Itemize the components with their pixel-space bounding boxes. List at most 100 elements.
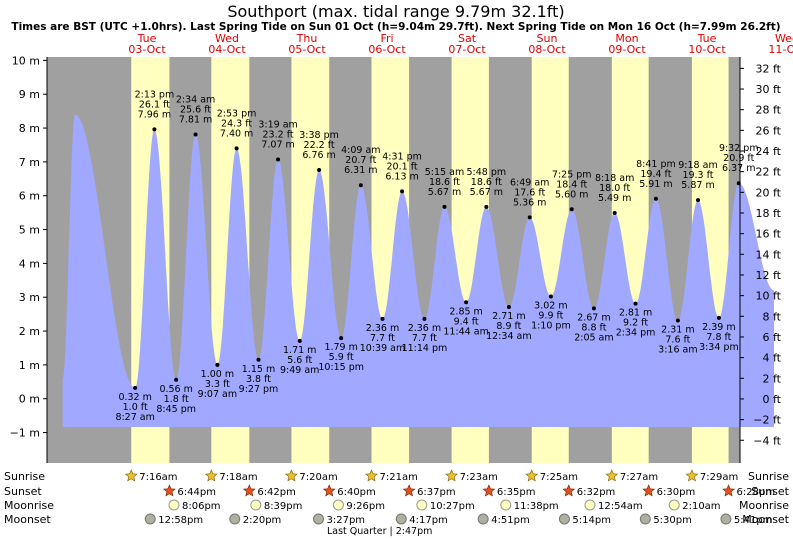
high-tide-marker bbox=[653, 196, 658, 201]
day-name: Tue bbox=[697, 32, 717, 45]
high-tide-marker bbox=[193, 132, 198, 137]
right-tick-label: 10 ft bbox=[756, 290, 782, 303]
moon-phase-label: Last Quarter | 2:47pm bbox=[327, 526, 432, 537]
high-tide-time: 5:15 am bbox=[425, 167, 464, 178]
right-tick-label: 28 ft bbox=[756, 104, 782, 117]
sunset-time: 6:28pm bbox=[737, 487, 776, 498]
moonrise-icon bbox=[168, 499, 180, 511]
sunset-time: 6:44pm bbox=[177, 487, 216, 498]
moonset-time: 12:58pm bbox=[158, 515, 203, 526]
moonset-row-label: Moonset bbox=[4, 513, 51, 526]
low-tide-marker bbox=[380, 316, 385, 321]
high-tide-time: 9:32 pm bbox=[719, 143, 759, 154]
low-tide-marker bbox=[548, 294, 553, 299]
high-tide-marker bbox=[152, 127, 157, 132]
sunrise-icon bbox=[445, 469, 459, 482]
right-tick-label: 12 ft bbox=[756, 269, 782, 282]
low-tide-ft: 7.6 ft bbox=[665, 335, 690, 346]
sunset-time: 6:35pm bbox=[497, 487, 536, 498]
low-tide-ft: 7.8 ft bbox=[706, 332, 731, 343]
low-tide-time: 11:14 pm bbox=[402, 343, 448, 354]
sunrise-icon bbox=[525, 469, 539, 482]
day-date: 05-Oct bbox=[288, 43, 326, 56]
high-tide-m: 7.96 m bbox=[138, 109, 171, 120]
left-tick-label: 1 m bbox=[19, 359, 40, 372]
sunset-time: 6:37pm bbox=[417, 487, 456, 498]
high-tide-m: 6.13 m bbox=[385, 171, 418, 182]
high-tide-m: 7.07 m bbox=[261, 140, 294, 151]
day-name: Sat bbox=[458, 32, 477, 45]
day-name: Thu bbox=[296, 32, 318, 45]
left-tick-label: 9 m bbox=[19, 88, 40, 101]
high-tide-marker bbox=[317, 168, 322, 173]
moonrise-time: 8:39pm bbox=[264, 501, 303, 512]
moonset-icon bbox=[477, 513, 489, 525]
low-tide-ft: 3.3 ft bbox=[205, 379, 230, 390]
low-tide-marker bbox=[675, 318, 680, 323]
high-tide-marker bbox=[484, 204, 489, 209]
high-tide-time: 3:38 pm bbox=[299, 130, 339, 141]
sunrise-time: 7:27am bbox=[620, 472, 658, 483]
low-tide-marker bbox=[215, 362, 220, 367]
moonset-time: 4:51pm bbox=[491, 515, 530, 526]
low-tide-time: 3:16 am bbox=[658, 345, 697, 356]
sunrise-row-label: Sunrise bbox=[4, 470, 45, 483]
low-tide-marker bbox=[591, 306, 596, 311]
moonrise-time: 8:06pm bbox=[182, 501, 221, 512]
high-tide-m: 5.91 m bbox=[639, 179, 672, 190]
low-tide-ft: 7.7 ft bbox=[412, 333, 437, 344]
high-tide-marker bbox=[442, 204, 447, 209]
low-tide-m: 2.85 m bbox=[449, 306, 482, 317]
low-tide-marker bbox=[716, 315, 721, 320]
moonset-icon bbox=[312, 513, 324, 525]
right-tick-label: 22 ft bbox=[756, 166, 782, 179]
high-tide-ft: 17.6 ft bbox=[514, 187, 545, 198]
high-tide-time: 4:31 pm bbox=[382, 151, 422, 162]
low-tide-time: 3:34 pm bbox=[699, 342, 739, 353]
right-tick-label: 4 ft bbox=[763, 352, 782, 365]
high-tide-m: 5.60 m bbox=[555, 189, 588, 200]
day-name: Wed bbox=[215, 32, 239, 45]
sunset-row-label: Sunset bbox=[4, 485, 42, 498]
moonset-icon bbox=[720, 513, 732, 525]
left-tick-label: −1 m bbox=[10, 427, 40, 440]
moonrise-icon bbox=[416, 499, 428, 511]
low-tide-ft: 8.8 ft bbox=[581, 322, 606, 333]
high-tide-ft: 19.4 ft bbox=[640, 169, 671, 180]
moonset-icon bbox=[229, 513, 241, 525]
left-tick-label: 4 m bbox=[19, 257, 40, 270]
low-tide-time: 12:34 am bbox=[486, 331, 531, 342]
right-tick-label: 26 ft bbox=[756, 124, 782, 137]
sunset-icon bbox=[642, 484, 656, 497]
right-tick-label: 14 ft bbox=[756, 248, 782, 261]
high-tide-time: 8:18 am bbox=[595, 173, 634, 184]
low-tide-ft: 7.7 ft bbox=[370, 333, 395, 344]
high-tide-marker bbox=[695, 198, 700, 203]
right-tick-label: −4 ft bbox=[753, 434, 781, 447]
sunrise-icon bbox=[204, 469, 218, 482]
moonrise-time: 11:38pm bbox=[514, 501, 559, 512]
low-tide-marker bbox=[339, 336, 344, 341]
moonset-icon bbox=[144, 513, 156, 525]
low-tide-marker bbox=[464, 300, 469, 305]
day-date: 10-Oct bbox=[688, 43, 726, 56]
high-tide-time: 9:18 am bbox=[678, 160, 717, 171]
left-axis: 10 m 9 m 8 m 7 m 6 m 5 m 4 m 3 m 2 m 1 m 0 m −1 m bbox=[10, 54, 48, 463]
high-tide-time: 2:34 am bbox=[176, 94, 215, 105]
high-tide-time: 3:19 am bbox=[258, 120, 297, 131]
low-tide-ft: 8.9 ft bbox=[496, 321, 521, 332]
day-headers: Tue03-OctWed04-OctThu05-OctFri06-OctSat0… bbox=[128, 32, 793, 56]
moonset-time: 3:27pm bbox=[326, 515, 365, 526]
high-tide-marker bbox=[527, 215, 532, 220]
right-tick-label: 2 ft bbox=[763, 372, 782, 385]
moonset-time: 4:17pm bbox=[409, 515, 448, 526]
moonset-icon bbox=[395, 513, 407, 525]
low-tide-ft: 5.9 ft bbox=[329, 352, 354, 363]
sunrise-time: 7:23am bbox=[460, 472, 498, 483]
sunset-time: 6:40pm bbox=[337, 487, 376, 498]
high-tide-time: 7:25 pm bbox=[552, 169, 592, 180]
day-date: 04-Oct bbox=[208, 43, 246, 56]
high-tide-time: 6:49 am bbox=[510, 177, 549, 188]
high-tide-marker bbox=[358, 183, 363, 188]
